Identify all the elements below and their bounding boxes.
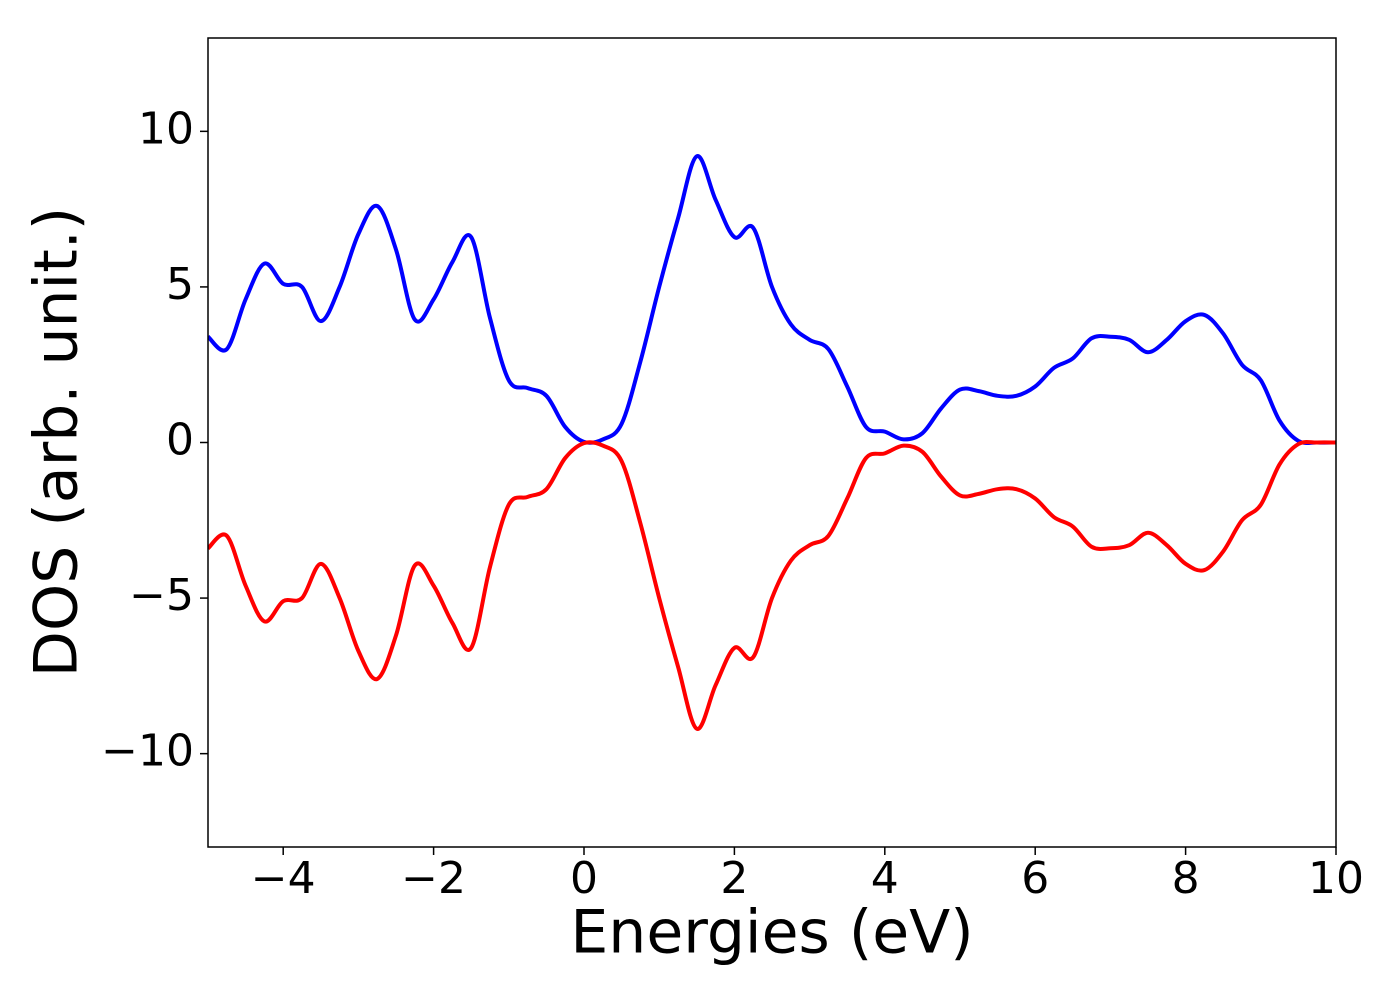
x-tick-label: −4 xyxy=(251,853,316,904)
y-tick-label: 5 xyxy=(166,259,194,310)
y-tick-label: 10 xyxy=(138,103,194,154)
x-tick-label: 4 xyxy=(871,853,899,904)
x-tick-label: 6 xyxy=(1021,853,1049,904)
y-tick-label: −10 xyxy=(101,726,194,777)
y-tick-label: −5 xyxy=(129,570,194,621)
series-line xyxy=(208,440,1336,731)
x-tick-label: 10 xyxy=(1308,853,1364,904)
series-line xyxy=(208,154,1336,445)
x-tick-label: 0 xyxy=(570,853,598,904)
x-tick-label: −2 xyxy=(401,853,466,904)
y-tick-label: 0 xyxy=(166,415,194,466)
plot-frame xyxy=(207,37,1337,848)
x-tick-label: 2 xyxy=(720,853,748,904)
x-tick-label: 8 xyxy=(1172,853,1200,904)
x-axis-label: Energies (eV) xyxy=(570,898,973,968)
y-axis-label: DOS (arb. unit.) xyxy=(22,207,92,677)
